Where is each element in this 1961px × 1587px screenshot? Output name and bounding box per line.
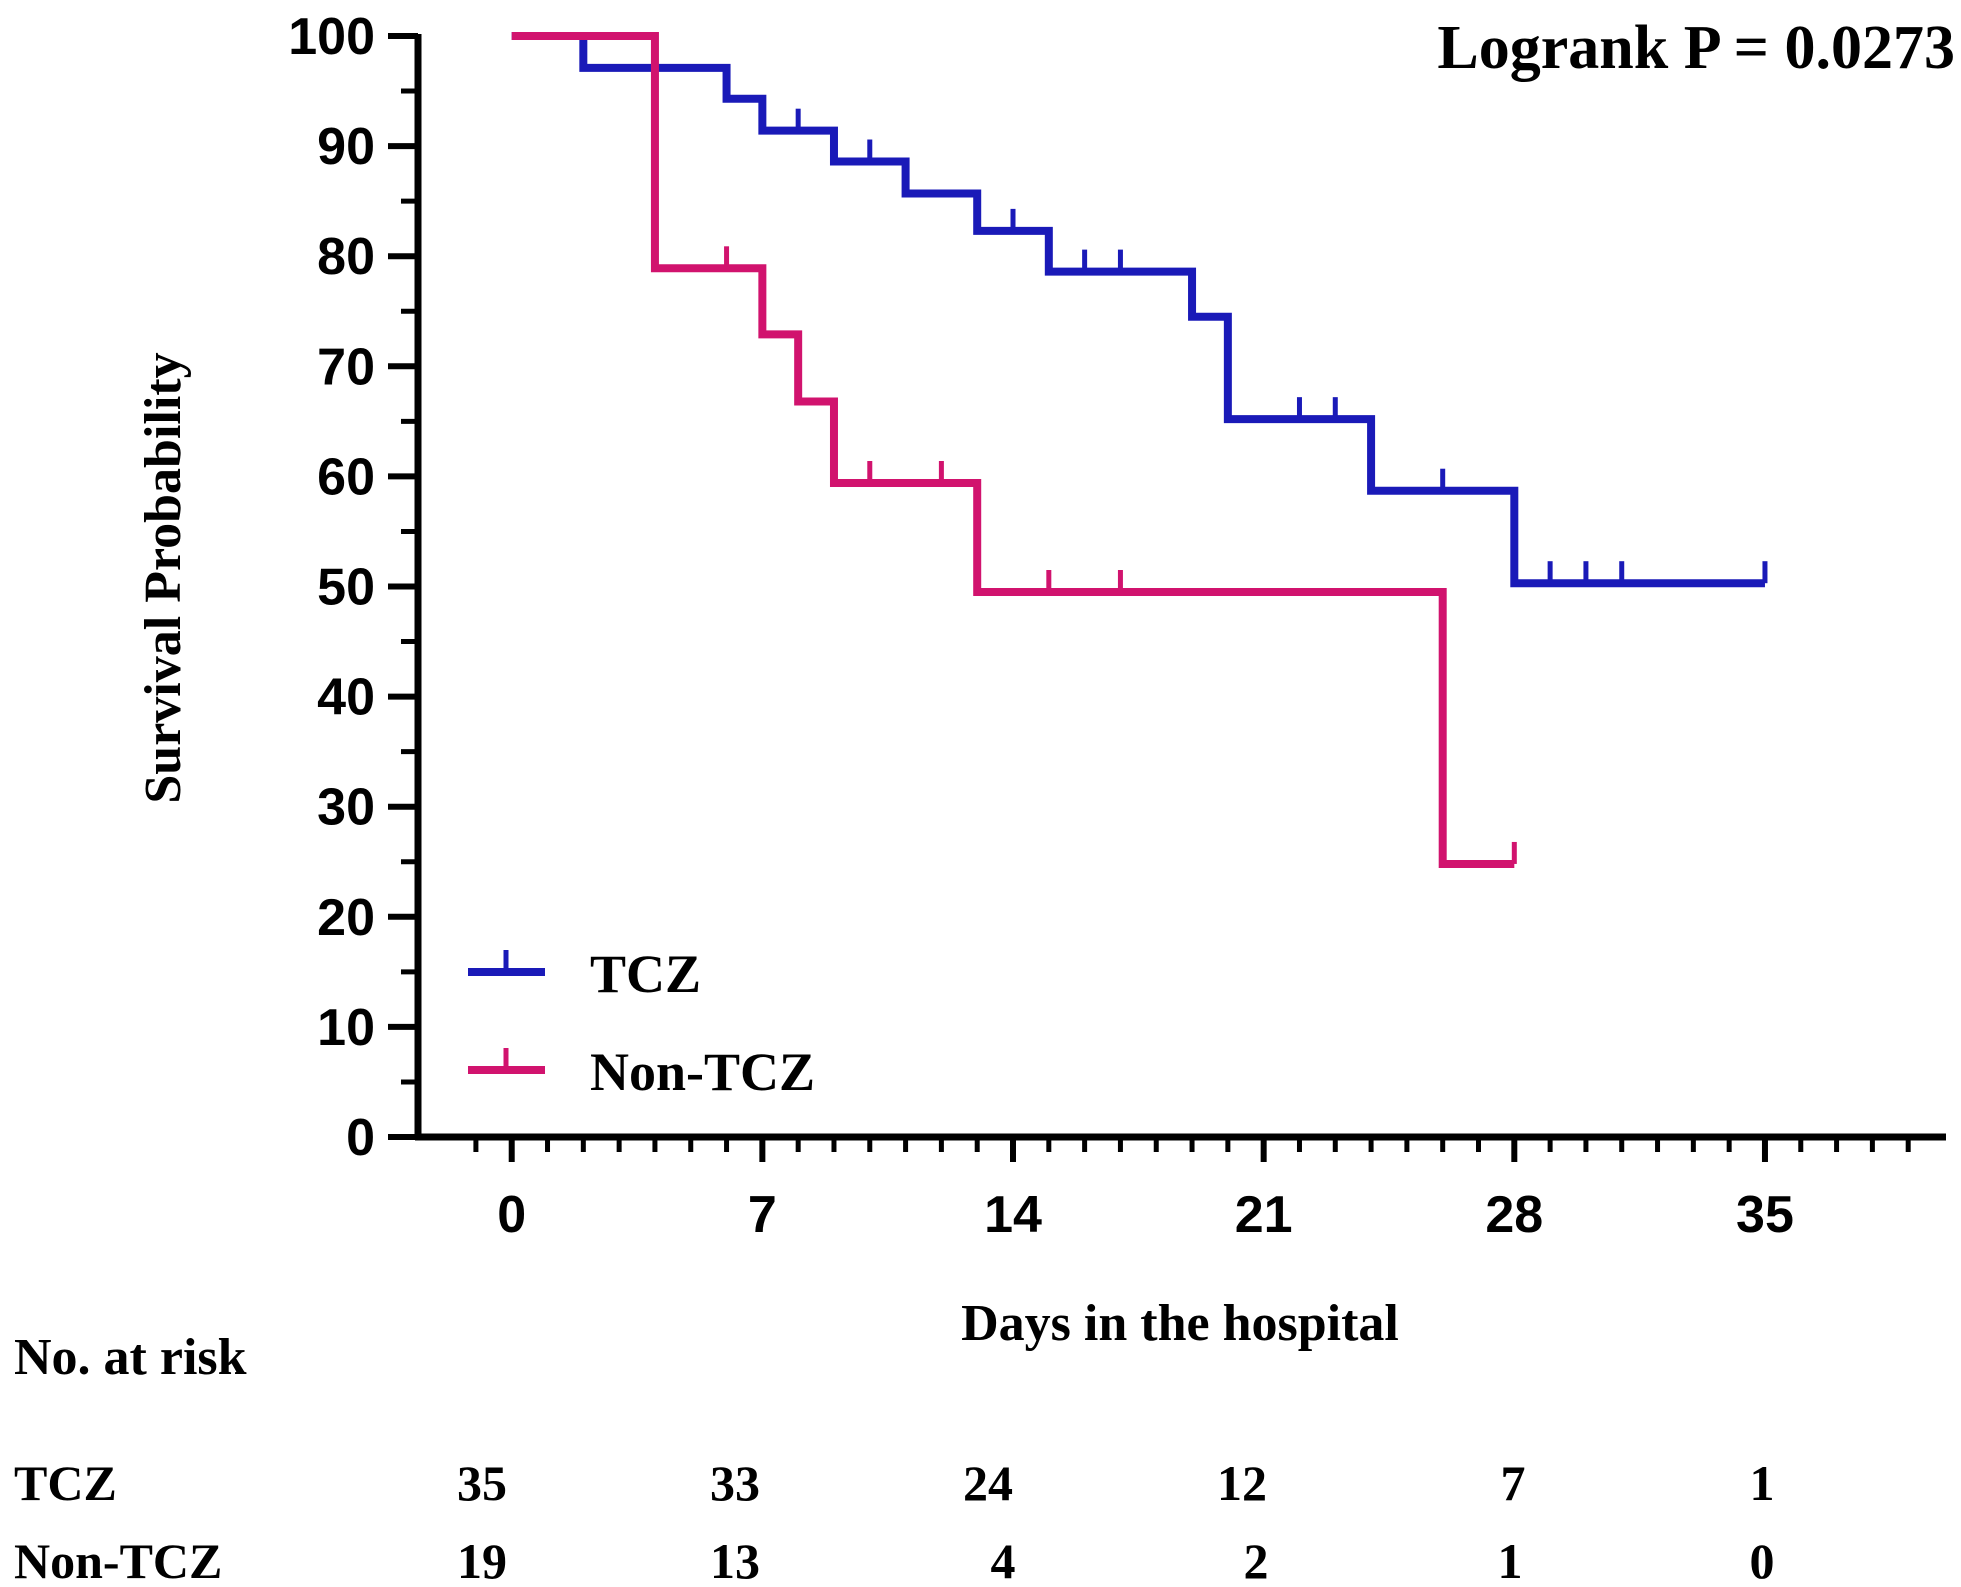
logrank-annotation: Logrank P = 0.0273 bbox=[1437, 14, 1955, 82]
legend-label-non-tcz: Non-TCZ bbox=[590, 1042, 815, 1102]
risk-value: 13 bbox=[710, 1533, 760, 1587]
risk-value: 12 bbox=[1217, 1455, 1267, 1511]
y-ticks: 0 10 20 30 40 50 60 70 80 90 100 bbox=[288, 8, 418, 1167]
series-layer bbox=[511, 32, 1768, 868]
risk-value: 2 bbox=[1244, 1533, 1269, 1587]
risk-row-non-tcz: Non-TCZ 19 13 4 2 1 0 bbox=[14, 1533, 1775, 1587]
y-tick-label: 30 bbox=[317, 779, 375, 837]
risk-row-tcz: TCZ 35 33 24 12 7 1 bbox=[14, 1455, 1775, 1511]
x-tick-label: 21 bbox=[1235, 1186, 1293, 1244]
risk-value: 0 bbox=[1750, 1533, 1775, 1587]
risk-row-label: Non-TCZ bbox=[14, 1533, 222, 1587]
risk-value: 33 bbox=[710, 1455, 760, 1511]
y-tick-label: 100 bbox=[288, 8, 375, 66]
x-tick-label: 7 bbox=[748, 1186, 777, 1244]
risk-table-title: No. at risk bbox=[14, 1329, 247, 1386]
y-axis-label: Survival Probability bbox=[135, 352, 192, 803]
y-tick-label: 50 bbox=[317, 559, 375, 617]
risk-value: 35 bbox=[457, 1455, 507, 1511]
risk-row-label: TCZ bbox=[14, 1455, 117, 1511]
y-tick-label: 0 bbox=[346, 1109, 375, 1167]
x-tick-label: 14 bbox=[984, 1186, 1042, 1244]
risk-value: 24 bbox=[963, 1455, 1013, 1511]
y-tick-label: 60 bbox=[317, 448, 375, 506]
risk-value: 1 bbox=[1750, 1455, 1775, 1511]
legend-item-non-tcz: Non-TCZ bbox=[468, 1042, 815, 1102]
risk-value: 1 bbox=[1498, 1533, 1523, 1587]
x-ticks: 0 7 14 21 28 35 bbox=[473, 1137, 1911, 1244]
risk-value: 19 bbox=[457, 1533, 507, 1587]
risk-value: 4 bbox=[991, 1533, 1016, 1587]
series-line-tcz bbox=[511, 32, 1765, 588]
series-line-non-tcz bbox=[511, 32, 1515, 868]
risk-value: 7 bbox=[1501, 1455, 1526, 1511]
risk-table: No. at risk TCZ 35 33 24 12 7 1 Non-TCZ … bbox=[14, 1329, 1775, 1587]
y-tick-label: 40 bbox=[317, 669, 375, 727]
x-tick-label: 0 bbox=[497, 1186, 526, 1244]
y-tick-label: 10 bbox=[317, 999, 375, 1057]
y-tick-label: 90 bbox=[317, 118, 375, 176]
x-tick-label: 35 bbox=[1736, 1186, 1794, 1244]
x-axis-label: Days in the hospital bbox=[961, 1295, 1399, 1352]
y-tick-label: 20 bbox=[317, 889, 375, 947]
y-tick-label: 70 bbox=[317, 338, 375, 396]
y-tick-label: 80 bbox=[317, 228, 375, 286]
x-tick-label: 28 bbox=[1485, 1186, 1543, 1244]
legend: TCZ Non-TCZ bbox=[468, 944, 815, 1102]
legend-item-tcz: TCZ bbox=[468, 944, 701, 1004]
legend-label-tcz: TCZ bbox=[590, 944, 701, 1004]
